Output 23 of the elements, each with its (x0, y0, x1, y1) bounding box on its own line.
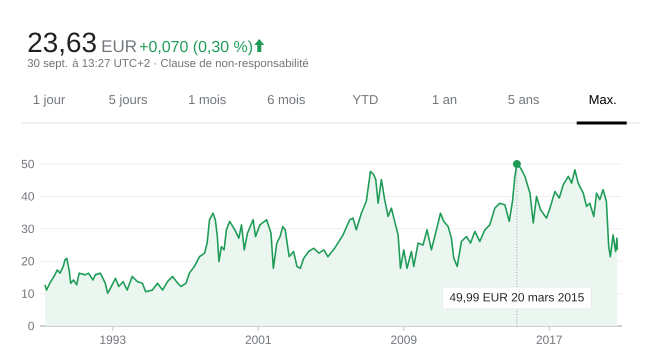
text: 6 mois (268, 94, 305, 104)
y-tick-label: 0 (28, 322, 34, 330)
chart-subtitle: 30 sept. à 13:27 UTC+2 · Clause de non-responsabilité (28, 58, 308, 70)
text: 1 mois (189, 94, 226, 104)
text: EUR (102, 40, 136, 52)
y-tick-label: 30 (22, 224, 34, 234)
text: 5 ans (508, 95, 539, 104)
y-tick-label: 20 (22, 256, 34, 266)
text: +0,070 (0,30 %) (140, 40, 252, 56)
y-tick-label: 10 (22, 289, 34, 298)
text: 1 an (432, 95, 456, 104)
text: YTD (352, 95, 378, 104)
text: 1 jour (34, 94, 65, 107)
x-tick-label: 2017 (536, 336, 562, 344)
text: 5 jours (109, 94, 148, 107)
y-tick-label: 50 (22, 160, 34, 168)
x-tick-label: 1993 (100, 336, 126, 344)
x-tick-label: 2009 (391, 336, 416, 344)
annotation: 49,99 EUR 20 mars 2015 (450, 293, 584, 303)
x-tick-label: 2001 (246, 336, 271, 344)
text: Max. (590, 95, 616, 104)
y-tick-label: 40 (21, 192, 34, 201)
chart-title: 23,63 (28, 32, 96, 56)
